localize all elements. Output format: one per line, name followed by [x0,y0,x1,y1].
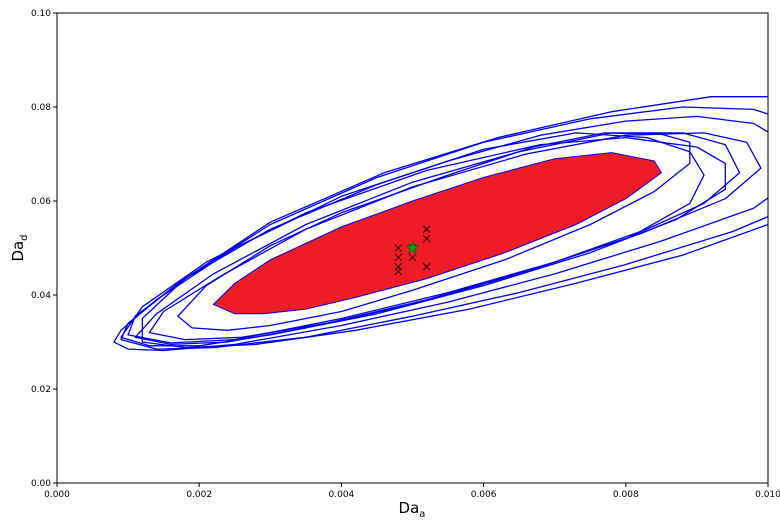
contour-line-7 [120,106,768,350]
sample-point [422,225,431,233]
contour-line-3 [148,132,762,341]
sample-point [394,253,403,262]
y-axis-ticks: 0.00 0.02 0.04 0.06 0.08 0.10 [31,9,57,489]
x-tick-label: 0.008 [613,490,639,500]
x-tick-label: 0.002 [186,490,212,500]
y-tick-label: 0.00 [31,479,51,489]
y-tick-label: 0.02 [31,385,51,395]
sample-point [422,234,431,243]
confidence-region-fill [212,152,663,315]
y-tick-label: 0.08 [31,103,51,113]
sample-point [408,253,417,262]
contour-line-6 [113,115,768,352]
x-tick-label: 0.004 [329,490,355,500]
x-axis-label-sub: a [419,509,425,520]
y-tick-label: 0.06 [31,197,51,207]
y-axis-label-sub: d [19,234,30,240]
x-axis-label: Daa [399,499,426,520]
sample-point [422,263,431,271]
x-axis-ticks: 0.000 0.002 0.004 0.006 0.008 0.010 [44,483,780,500]
plot-area [113,96,768,352]
x-tick-label: 0.006 [471,490,497,500]
contour-line-1 [177,132,691,331]
x-tick-label: 0.000 [44,490,70,500]
y-tick-label: 0.04 [31,291,51,301]
x-axis-label-main: Da [399,499,420,517]
y-tick-label: 0.10 [31,9,51,19]
sample-point [394,267,403,276]
y-axis-label-main: Da [9,241,27,262]
plot-frame [56,12,769,484]
contour-line-8 [141,96,768,349]
x-tick-label: 0.010 [755,490,780,500]
markers [394,225,431,276]
y-axis-label: Dad [9,234,30,261]
sample-point [394,244,403,252]
true-value-marker [405,240,420,254]
